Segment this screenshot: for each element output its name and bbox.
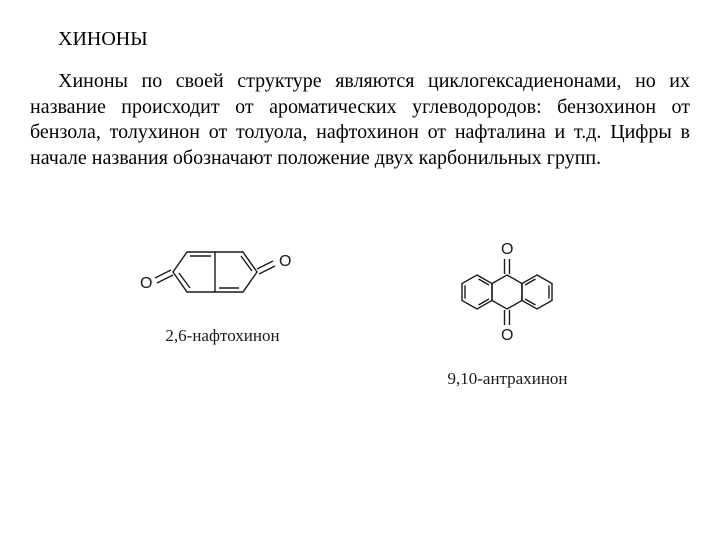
anthraquinone-label: 9,10-антрахинон (447, 369, 567, 389)
oxygen-label-right: O (279, 253, 291, 270)
naphthoquinone-svg: O O (135, 226, 310, 318)
naphthoquinone-label: 2,6-нафтохинон (165, 326, 279, 346)
structures-container: O O 2,6-нафтохинон (30, 226, 690, 389)
body-paragraph: Хиноны по своей структуре являются цикло… (30, 69, 690, 171)
oxygen-label-bottom: O (501, 327, 513, 344)
section-title: ХИНОНЫ (58, 28, 690, 51)
anthraquinone-svg: O O (430, 226, 585, 361)
structure-naphthoquinone: O O 2,6-нафтохинон (135, 226, 310, 389)
oxygen-label-top: O (501, 241, 513, 258)
structure-anthraquinone: O O 9,10-антрахинон (430, 226, 585, 389)
oxygen-label-left: O (140, 275, 152, 292)
